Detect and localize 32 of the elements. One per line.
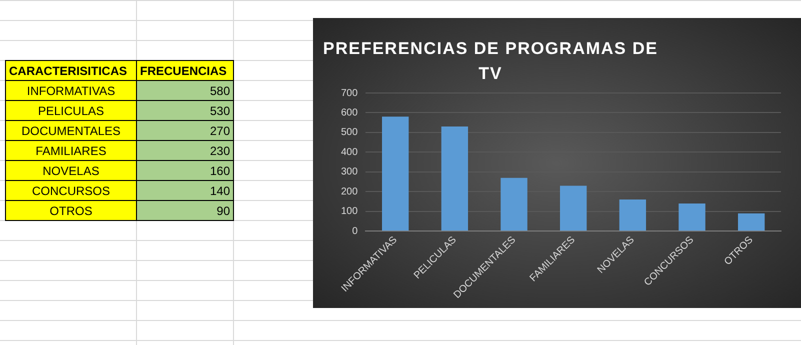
chart-title: PREFERENCIAS DE PROGRAMAS DE TV bbox=[322, 38, 659, 85]
data-label: 230 bbox=[136, 140, 234, 160]
bar bbox=[738, 213, 765, 231]
y-tick-label: 500 bbox=[340, 127, 358, 138]
category-label: NOVELAS bbox=[6, 160, 136, 180]
bar bbox=[560, 186, 587, 231]
category-label: CONCURSOS bbox=[6, 180, 136, 200]
bar bbox=[678, 203, 706, 231]
category-label: PELICULAS bbox=[6, 100, 136, 120]
data-label: 160 bbox=[136, 160, 234, 180]
category-label: DOCUMENTALES bbox=[6, 120, 136, 140]
bar bbox=[500, 178, 528, 231]
text: FRECUENCIAS bbox=[136, 60, 234, 80]
y-tick-label: 200 bbox=[340, 186, 358, 198]
data-label: 580 bbox=[136, 80, 234, 100]
data-label: 530 bbox=[136, 100, 234, 120]
bar bbox=[382, 116, 409, 231]
category-label: OTROS bbox=[6, 200, 136, 220]
y-tick-label: 700 bbox=[340, 88, 358, 99]
y-tick-label: 300 bbox=[340, 166, 358, 178]
y-tick-label: 400 bbox=[340, 146, 358, 158]
bar bbox=[441, 126, 468, 231]
bar bbox=[619, 200, 646, 231]
data-label: 140 bbox=[136, 180, 234, 200]
y-tick-label: 100 bbox=[340, 206, 358, 218]
data-label: 90 bbox=[136, 200, 234, 220]
category-label: INFORMATIVAS bbox=[6, 80, 136, 100]
text: CARACTERISITICAS bbox=[6, 60, 136, 80]
category-label: FAMILIARES bbox=[6, 140, 136, 160]
y-tick-label: 0 bbox=[352, 226, 358, 237]
y-tick-label: 600 bbox=[340, 107, 358, 118]
data-label: 270 bbox=[136, 120, 234, 140]
